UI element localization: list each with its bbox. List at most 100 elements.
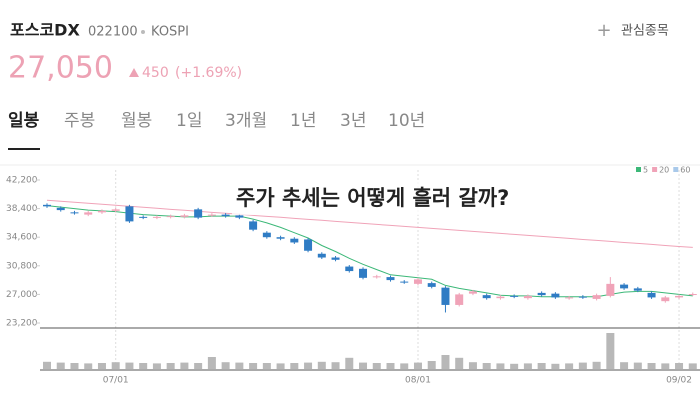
annotation: 주가 추세는 어떻게 흘러 갈까? — [236, 186, 509, 210]
volume-bar — [125, 362, 134, 369]
volume-bar — [675, 363, 684, 369]
volume-bar — [317, 361, 326, 369]
candle-body — [592, 295, 601, 299]
candle-body — [180, 215, 189, 217]
candle-body — [578, 296, 587, 298]
candle-body — [688, 294, 697, 296]
candle-body — [194, 209, 203, 218]
tab[interactable]: 주봉 — [64, 111, 95, 131]
volume-bar — [43, 361, 51, 369]
candle-body — [372, 276, 381, 278]
volume-bar — [592, 361, 601, 369]
candle-body — [166, 216, 175, 218]
candle-body — [262, 232, 271, 238]
candle-body — [97, 210, 106, 213]
volume-bar — [290, 363, 299, 369]
volume-bar — [207, 357, 216, 369]
candle-body — [235, 215, 244, 218]
tab[interactable]: 월봉 — [121, 111, 152, 131]
volume-bar — [510, 363, 519, 369]
candle-body — [496, 296, 505, 299]
candle-body — [304, 239, 313, 251]
candle-body — [111, 209, 120, 211]
candle-body — [290, 238, 299, 243]
volume-bar — [331, 362, 340, 369]
volume-bar — [386, 363, 395, 369]
watch-button[interactable]: 관심종목 — [621, 24, 669, 39]
candle-body — [468, 291, 477, 294]
candle-body — [537, 292, 546, 296]
candle-body — [43, 204, 51, 207]
candle-body — [125, 206, 134, 222]
change: 450 — [142, 65, 169, 81]
tab[interactable]: 3년 — [340, 111, 366, 131]
candle-body — [606, 283, 615, 296]
up-arrow — [129, 68, 139, 77]
candle-body — [207, 214, 216, 216]
volume-bar — [152, 363, 161, 369]
volume-bar — [427, 361, 436, 369]
candle-body — [276, 237, 285, 239]
stock-name: 포스코DX — [10, 21, 80, 40]
volume-bar — [400, 363, 409, 369]
candle-body — [317, 253, 326, 258]
legend-swatch — [636, 167, 641, 172]
volume-bar — [139, 363, 148, 369]
volume-bar — [262, 363, 271, 369]
candle-body — [675, 295, 684, 298]
y-tick-label: 38,400 — [6, 204, 38, 214]
legend-label: 60 — [680, 166, 690, 175]
volume-bar — [111, 362, 120, 369]
candle-body — [70, 212, 79, 214]
legend-swatch — [673, 167, 679, 172]
volume-bar — [688, 363, 697, 369]
volume-bar — [606, 333, 615, 369]
volume-bar — [551, 363, 560, 369]
volume-bar — [565, 363, 574, 369]
volume-bar — [496, 363, 505, 369]
volume-bar — [372, 363, 381, 369]
tab[interactable]: 10년 — [388, 111, 425, 131]
stock-code: 022100 — [88, 25, 138, 40]
candle-body — [56, 207, 65, 211]
candle-body — [647, 292, 656, 298]
volume-bar — [70, 363, 79, 369]
price: 27,050 — [8, 51, 113, 86]
volume-bar — [235, 362, 244, 369]
candle-body — [345, 266, 354, 272]
moving-average — [46, 205, 693, 298]
y-tick-label: 30,800 — [6, 261, 38, 271]
tab[interactable]: 3개월 — [225, 111, 267, 131]
x-tick-label: 08/01 — [405, 376, 431, 386]
tab[interactable]: 1일 — [176, 111, 202, 131]
candle-body — [427, 283, 436, 287]
volume-bar — [647, 363, 656, 369]
volume-bar — [661, 363, 670, 369]
candle-body — [400, 281, 409, 283]
volume-bar — [441, 355, 450, 369]
moving-average — [46, 199, 693, 248]
tab[interactable]: 일봉 — [8, 111, 40, 131]
volume-bar — [482, 363, 491, 369]
candle-body — [633, 288, 642, 291]
market: KOSPI — [151, 25, 189, 40]
volume-bar — [537, 363, 546, 369]
volume-bar — [455, 357, 464, 369]
tab[interactable]: 1년 — [290, 111, 316, 131]
volume-bar — [523, 363, 532, 369]
volume-bar — [276, 363, 285, 369]
candle-body — [510, 295, 519, 297]
candle-body — [221, 214, 230, 217]
volume-bar — [249, 363, 258, 369]
plus-icon[interactable]: + — [596, 20, 611, 41]
volume-bar — [413, 362, 422, 369]
candle-body — [661, 297, 670, 302]
candle-body — [359, 268, 368, 278]
candle-body — [551, 293, 560, 298]
candle-body — [139, 216, 148, 218]
change-percent: (+1.69%) — [175, 65, 242, 81]
candle-body — [620, 284, 629, 289]
candle-body — [565, 297, 574, 299]
